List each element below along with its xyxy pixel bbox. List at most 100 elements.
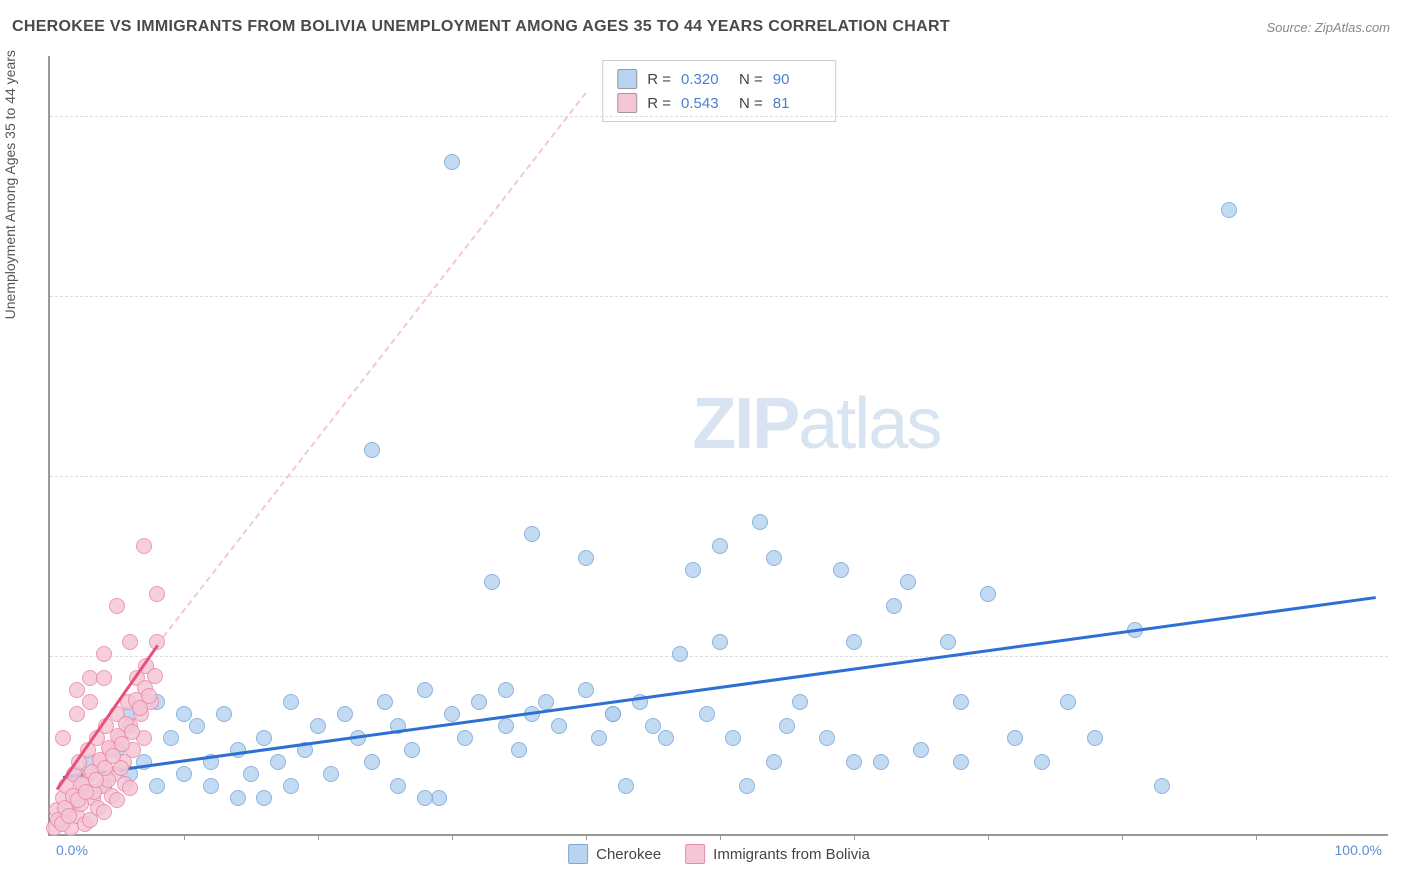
scatter-point xyxy=(216,706,232,722)
watermark: ZIPatlas xyxy=(692,383,940,465)
gridline xyxy=(50,296,1388,297)
scatter-point xyxy=(1154,778,1170,794)
scatter-point xyxy=(913,742,929,758)
scatter-point xyxy=(846,754,862,770)
stats-swatch xyxy=(617,69,637,89)
scatter-point xyxy=(147,668,163,684)
watermark-bold: ZIP xyxy=(692,384,798,464)
scatter-point xyxy=(176,766,192,782)
x-axis-max-label: 100.0% xyxy=(1335,842,1382,858)
scatter-point xyxy=(833,562,849,578)
legend-item: Immigrants from Bolivia xyxy=(685,844,870,864)
scatter-point xyxy=(739,778,755,794)
x-tick-mark xyxy=(452,834,453,840)
scatter-point xyxy=(658,730,674,746)
scatter-point xyxy=(792,694,808,710)
scatter-point xyxy=(141,688,157,704)
scatter-point xyxy=(618,778,634,794)
scatter-point xyxy=(1007,730,1023,746)
scatter-point xyxy=(591,730,607,746)
scatter-point xyxy=(980,586,996,602)
x-tick-mark xyxy=(854,834,855,840)
stats-swatch xyxy=(617,93,637,113)
scatter-point xyxy=(444,706,460,722)
scatter-point xyxy=(283,694,299,710)
scatter-point xyxy=(524,526,540,542)
scatter-point xyxy=(323,766,339,782)
scatter-point xyxy=(96,646,112,662)
scatter-point xyxy=(136,538,152,554)
plot-area: ZIPatlas R =0.320N =90R =0.543N =81 0.0%… xyxy=(48,56,1388,836)
stat-n-label: N = xyxy=(739,95,763,112)
stats-row: R =0.320N =90 xyxy=(617,67,821,91)
legend-label: Immigrants from Bolivia xyxy=(713,846,870,863)
legend-swatch xyxy=(685,844,705,864)
legend-swatch xyxy=(568,844,588,864)
scatter-point xyxy=(69,706,85,722)
scatter-point xyxy=(337,706,353,722)
scatter-point xyxy=(149,586,165,602)
scatter-point xyxy=(1060,694,1076,710)
scatter-point xyxy=(243,766,259,782)
x-tick-mark xyxy=(720,834,721,840)
scatter-point xyxy=(203,778,219,794)
x-axis-min-label: 0.0% xyxy=(56,842,88,858)
legend-label: Cherokee xyxy=(596,846,661,863)
trend-line-dashed xyxy=(156,92,586,645)
scatter-point xyxy=(122,634,138,650)
scatter-point xyxy=(109,598,125,614)
stats-row: R =0.543N =81 xyxy=(617,91,821,115)
stat-r-value: 0.320 xyxy=(681,71,729,88)
stats-box: R =0.320N =90R =0.543N =81 xyxy=(602,60,836,122)
scatter-point xyxy=(766,550,782,566)
scatter-point xyxy=(283,778,299,794)
scatter-point xyxy=(1221,202,1237,218)
y-axis-label: Unemployment Among Ages 35 to 44 years xyxy=(2,50,18,319)
scatter-point xyxy=(1087,730,1103,746)
legend: Cherokee Immigrants from Bolivia xyxy=(568,844,870,864)
chart-title: CHEROKEE VS IMMIGRANTS FROM BOLIVIA UNEM… xyxy=(12,18,950,36)
stat-r-label: R = xyxy=(647,95,671,112)
scatter-point xyxy=(766,754,782,770)
trend-line xyxy=(63,596,1377,779)
x-tick-mark xyxy=(318,834,319,840)
scatter-point xyxy=(404,742,420,758)
scatter-point xyxy=(390,778,406,794)
scatter-point xyxy=(953,754,969,770)
scatter-point xyxy=(940,634,956,650)
scatter-point xyxy=(712,538,728,554)
scatter-point xyxy=(578,682,594,698)
x-tick-mark xyxy=(1122,834,1123,840)
scatter-point xyxy=(605,706,621,722)
scatter-point xyxy=(953,694,969,710)
scatter-point xyxy=(846,634,862,650)
scatter-point xyxy=(511,742,527,758)
scatter-point xyxy=(578,550,594,566)
scatter-point xyxy=(176,706,192,722)
stat-r-value: 0.543 xyxy=(681,95,729,112)
scatter-point xyxy=(444,154,460,170)
scatter-point xyxy=(163,730,179,746)
chart-source: Source: ZipAtlas.com xyxy=(1266,20,1390,35)
y-tick-label: 45.0% xyxy=(1394,288,1406,304)
scatter-point xyxy=(498,682,514,698)
scatter-point xyxy=(484,574,500,590)
scatter-point xyxy=(69,682,85,698)
scatter-point xyxy=(61,808,77,824)
scatter-point xyxy=(149,778,165,794)
scatter-point xyxy=(417,682,433,698)
scatter-point xyxy=(752,514,768,530)
scatter-point xyxy=(471,694,487,710)
scatter-point xyxy=(189,718,205,734)
scatter-point xyxy=(96,670,112,686)
scatter-point xyxy=(551,718,567,734)
scatter-point xyxy=(417,790,433,806)
legend-item: Cherokee xyxy=(568,844,661,864)
y-tick-label: 15.0% xyxy=(1394,648,1406,664)
scatter-point xyxy=(498,718,514,734)
x-tick-mark xyxy=(586,834,587,840)
scatter-point xyxy=(109,792,125,808)
stat-n-label: N = xyxy=(739,71,763,88)
scatter-point xyxy=(886,598,902,614)
scatter-point xyxy=(82,694,98,710)
